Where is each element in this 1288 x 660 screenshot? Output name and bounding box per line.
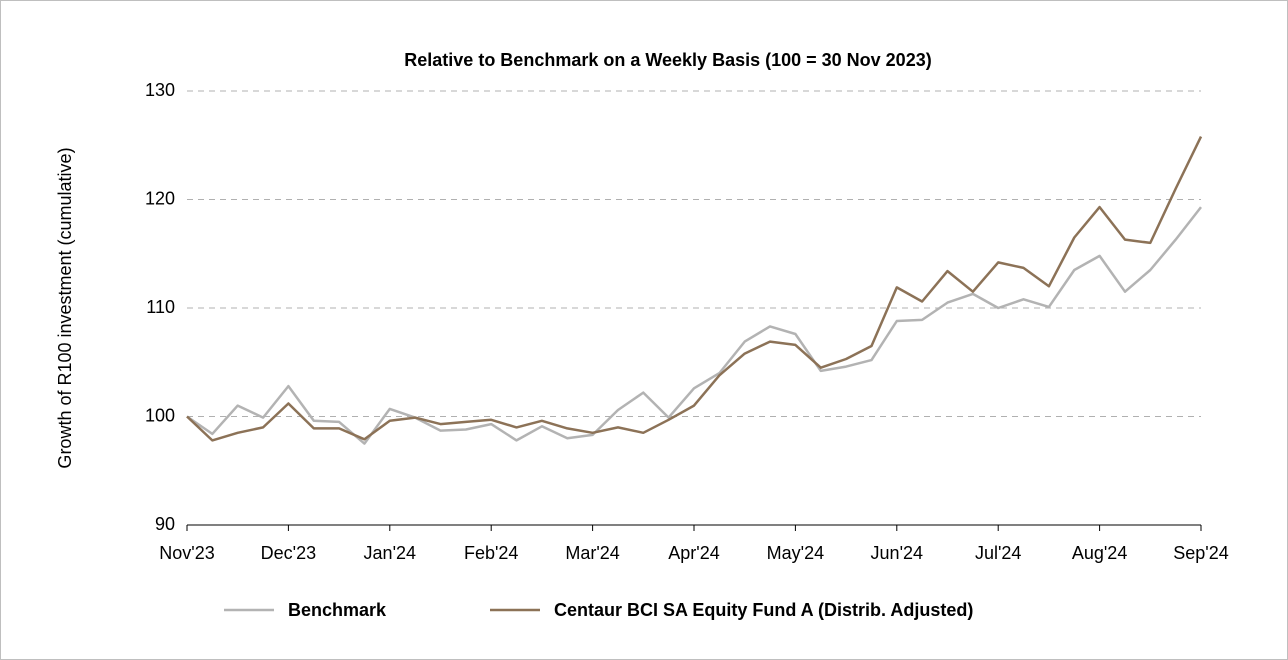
y-tick-label: 120 bbox=[145, 188, 175, 208]
x-tick-label: Feb'24 bbox=[464, 543, 518, 563]
y-axis-label: Growth of R100 investment (cumulative) bbox=[55, 147, 75, 468]
y-tick-label: 110 bbox=[146, 297, 175, 317]
chart-title: Relative to Benchmark on a Weekly Basis … bbox=[404, 50, 931, 70]
y-tick-label: 90 bbox=[155, 514, 175, 534]
x-tick-label: Sep'24 bbox=[1173, 543, 1229, 563]
legend-label: Centaur BCI SA Equity Fund A (Distrib. A… bbox=[554, 600, 973, 620]
x-tick-label: Aug'24 bbox=[1072, 543, 1128, 563]
series-line bbox=[186, 136, 1203, 442]
y-tick-label: 100 bbox=[145, 405, 175, 425]
y-tick-label: 130 bbox=[145, 80, 175, 100]
x-tick-label: Jul'24 bbox=[975, 543, 1021, 563]
x-tick-label: May'24 bbox=[767, 543, 824, 563]
x-tick-label: Jun'24 bbox=[871, 543, 923, 563]
x-tick-label: Mar'24 bbox=[565, 543, 619, 563]
legend-label: Benchmark bbox=[288, 600, 387, 620]
x-tick-label: Nov'23 bbox=[159, 543, 214, 563]
x-tick-label: Dec'23 bbox=[261, 543, 316, 563]
x-tick-label: Apr'24 bbox=[668, 543, 719, 563]
x-tick-label: Jan'24 bbox=[364, 543, 416, 563]
